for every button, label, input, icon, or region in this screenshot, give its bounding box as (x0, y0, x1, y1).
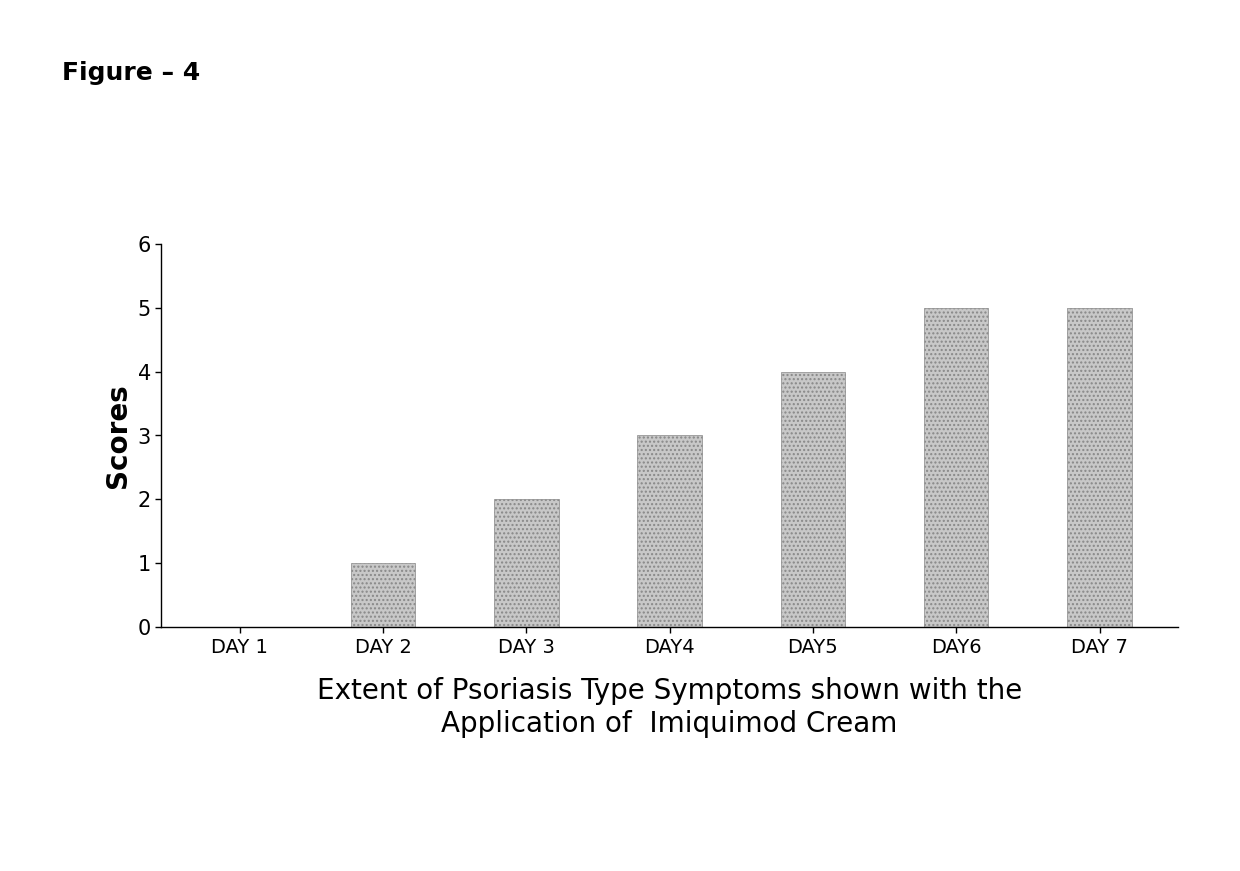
Y-axis label: Scores: Scores (104, 383, 131, 488)
Bar (351, 564, 415, 627)
Bar (781, 372, 846, 627)
Bar (1068, 307, 1132, 627)
X-axis label: Extent of Psoriasis Type Symptoms shown with the
Application of  Imiquimod Cream: Extent of Psoriasis Type Symptoms shown … (317, 678, 1022, 738)
Bar (924, 307, 988, 627)
Text: Figure – 4: Figure – 4 (62, 61, 200, 85)
Bar (494, 499, 558, 627)
Bar (637, 436, 702, 627)
